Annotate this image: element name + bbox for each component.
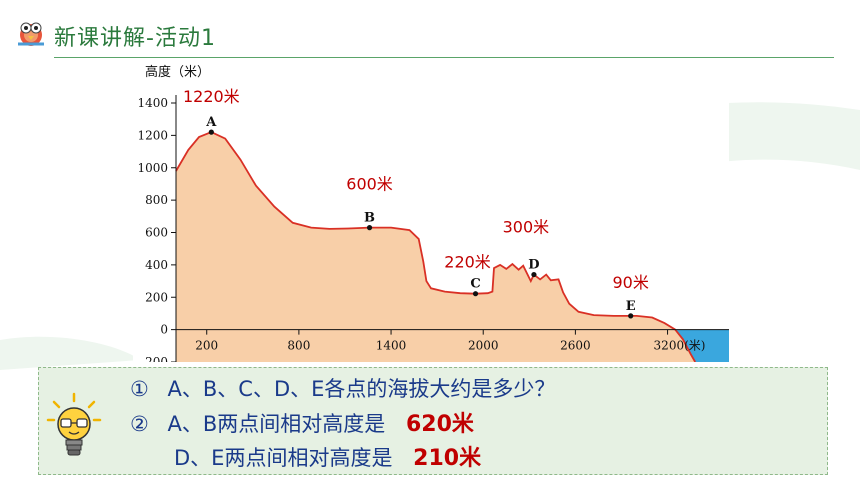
terrain-profile-line [175,131,696,362]
y-axis-label: 高度（米） [145,64,210,80]
question-2-text: A、B两点间相对高度是 [167,412,386,436]
terrain-fill [176,132,696,362]
point-marker-b [366,225,373,231]
question-2: ② A、B两点间相对高度是 620米 [130,406,474,438]
question-1: ① A、B、C、D、E各点的海拔大约是多少？ [130,373,555,403]
point-value-d: 300米 [503,218,550,237]
y-tick-label: 1400 [137,96,168,110]
point-marker-a [208,129,214,135]
question-2-marker: ② [130,412,149,436]
y-tick-label: 400 [145,258,168,272]
chart-canvas: 高度（米） -200 0 200 400 600 800 1000 1200 1400 200 80… [137,64,729,362]
point-label-a: A [205,115,217,130]
page-title: 新课讲解-活动1 [54,26,216,51]
lightbulb-icon [46,392,102,456]
question-2-answer: 620米 [405,412,474,437]
question-1-marker: ① [130,377,149,401]
header-divider [54,57,834,58]
point-marker-d [531,271,537,278]
y-tick-label: -200 [141,355,168,362]
x-tick-label: 800 [287,339,310,353]
point-label-b: B [364,211,375,226]
header: 新课讲解-活动1 [0,0,860,70]
x-tick-label: 3200(米) [654,339,706,353]
y-tick-label: 600 [145,226,168,240]
point-value-b: 600米 [346,175,393,194]
x-tick-label: 1400 [376,339,407,353]
point-value-a: 1220米 [183,87,240,106]
mascot-logo-icon [18,22,44,46]
x-tick-label: 200 [195,339,218,353]
x-tick-label: 2000 [468,339,499,353]
point-marker-c [472,291,479,297]
y-tick-label: 0 [160,323,168,337]
question-1-text: A、B、C、D、E各点的海拔大约是多少？ [167,377,556,401]
x-tick-label: 2600 [560,339,591,353]
point-marker-e [628,313,634,319]
point-value-e: 90米 [613,273,649,292]
question-box [38,367,828,475]
question-3: D、E两点间相对高度是 210米 [174,440,481,472]
y-tick-label: 800 [145,193,168,207]
point-value-c: 220米 [444,253,491,272]
point-label-d: D [528,258,539,273]
y-tick-label: 1000 [137,161,168,175]
point-label-e: E [626,299,636,314]
y-tick-label: 1200 [137,128,168,142]
elevation-profile-chart: 高度（米） -200 0 200 400 600 800 1000 1200 1400 200 80… [133,60,729,362]
question-3-answer: 210米 [413,446,482,471]
y-tick-label: 200 [145,290,168,304]
question-3-text: D、E两点间相对高度是 [174,446,393,470]
point-label-c: C [470,277,480,292]
